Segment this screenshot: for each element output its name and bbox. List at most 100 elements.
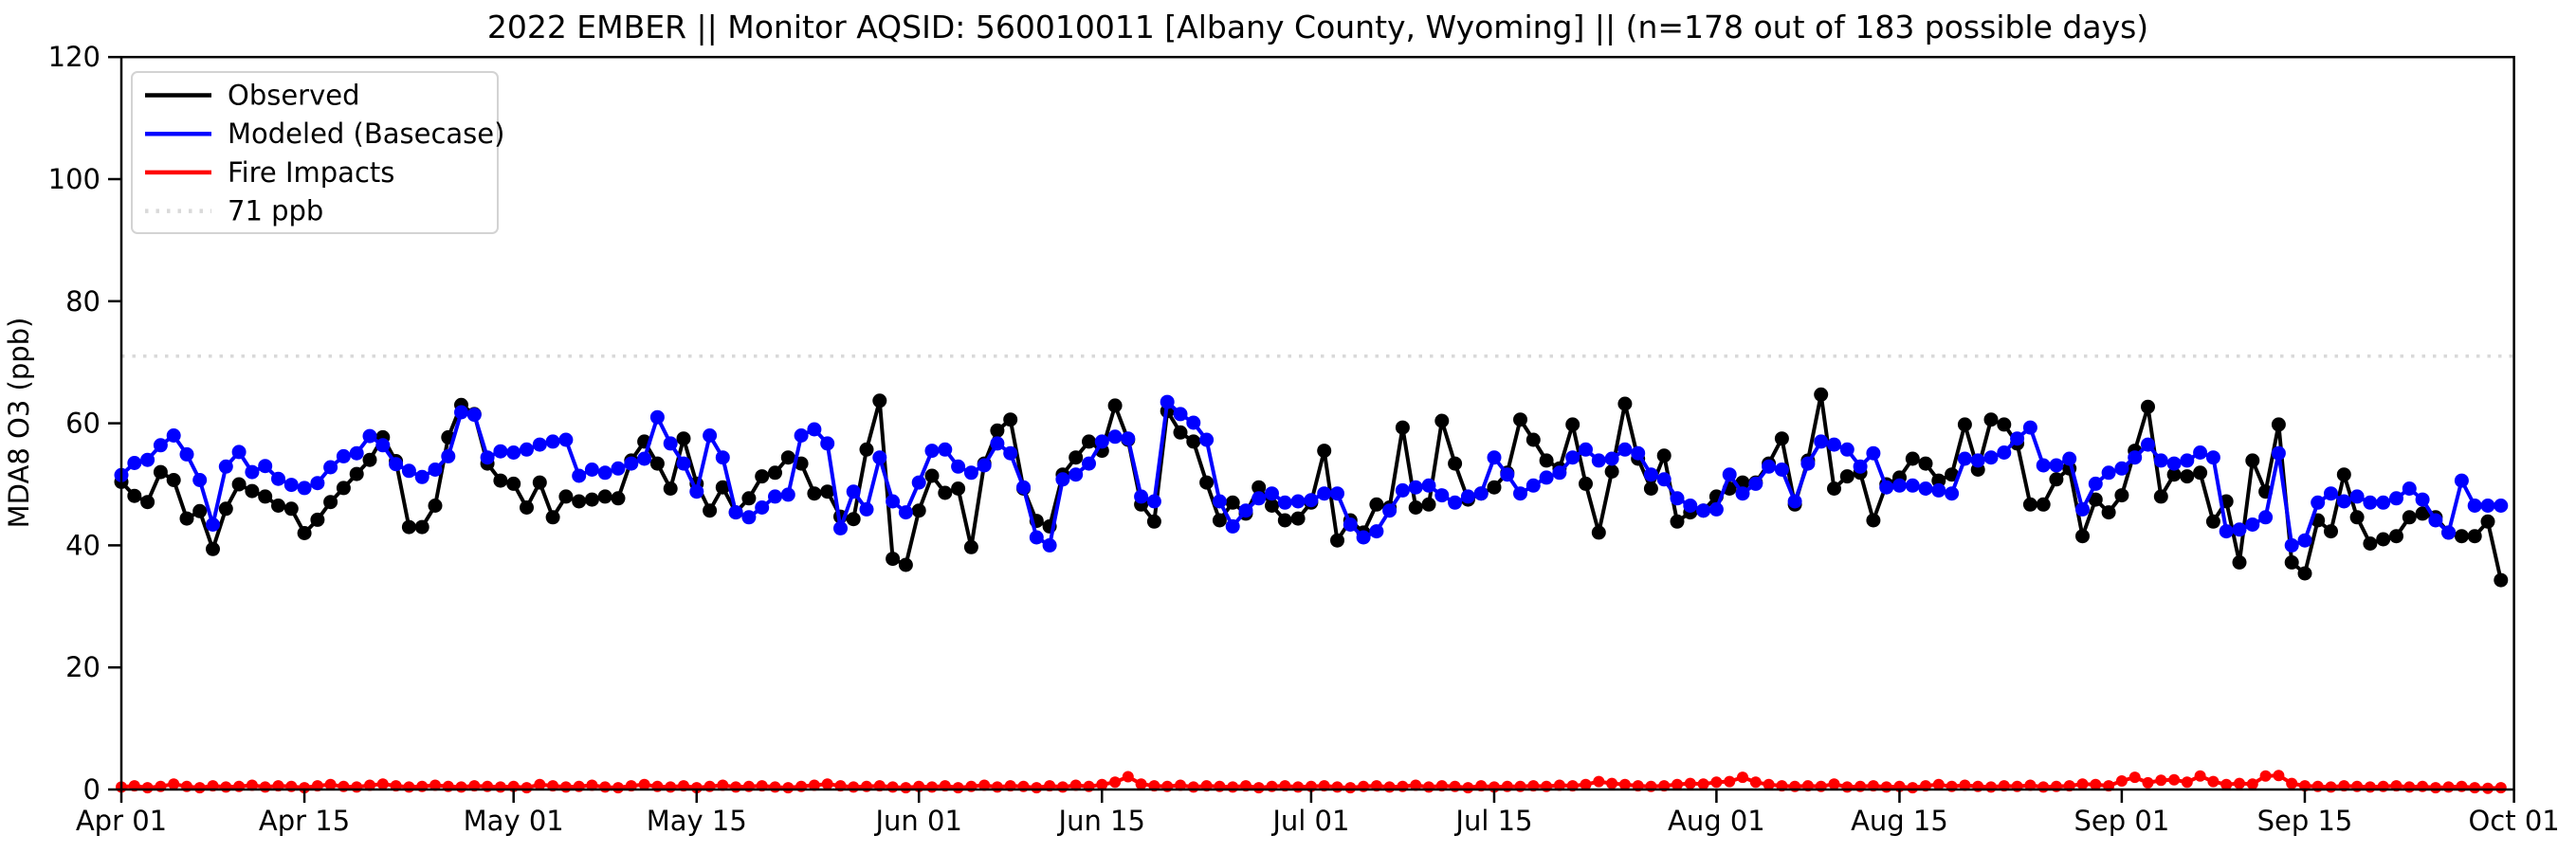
fire-impacts-marker xyxy=(1175,779,1186,791)
fire-impacts-marker xyxy=(559,781,572,793)
observed-marker xyxy=(2376,532,2391,547)
observed-marker xyxy=(349,466,364,481)
observed-marker xyxy=(2036,497,2051,512)
modeled-basecase-marker xyxy=(2232,522,2247,537)
fire-impacts-marker xyxy=(2155,774,2167,787)
modeled-basecase-marker xyxy=(741,510,757,525)
modeled-basecase-marker xyxy=(624,456,639,471)
modeled-basecase-marker xyxy=(2205,450,2220,465)
modeled-basecase-marker xyxy=(2284,537,2299,553)
modeled-basecase-marker xyxy=(663,436,678,451)
observed-marker xyxy=(2114,488,2129,503)
fire-impacts-marker xyxy=(808,779,820,791)
observed-marker xyxy=(428,499,443,513)
modeled-basecase-marker xyxy=(1277,495,1292,510)
modeled-basecase-marker xyxy=(1853,459,1868,474)
modeled-basecase-marker xyxy=(2415,492,2430,507)
modeled-basecase-marker xyxy=(1722,467,1737,482)
modeled-basecase-marker xyxy=(1879,480,1894,495)
modeled-basecase-marker xyxy=(1500,467,1515,482)
fire-impacts-marker xyxy=(2168,773,2181,786)
modeled-basecase-marker xyxy=(1565,450,1580,465)
x-tick-label: Jun 01 xyxy=(873,805,961,837)
observed-marker xyxy=(1957,417,1972,432)
observed-marker xyxy=(1317,444,1332,459)
fire-impacts-marker xyxy=(1841,781,1854,793)
legend-label: Fire Impacts xyxy=(228,156,394,189)
x-tick-label: Jun 15 xyxy=(1057,805,1145,837)
fire-impacts-marker xyxy=(1423,781,1434,793)
observed-marker xyxy=(1591,525,1606,540)
observed-marker xyxy=(2402,510,2417,525)
modeled-basecase-marker xyxy=(1265,486,1279,501)
fire-impacts-marker xyxy=(2037,781,2050,793)
observed-marker xyxy=(153,464,168,480)
modeled-basecase-marker xyxy=(506,445,521,460)
fire-impacts-marker xyxy=(2429,782,2441,794)
y-tick-label: 0 xyxy=(83,773,100,806)
observed-marker xyxy=(1617,396,1633,411)
observed-marker xyxy=(1395,420,1410,435)
fire-impacts-marker xyxy=(1907,782,1919,794)
observed-marker xyxy=(127,488,142,503)
fire-impacts-marker xyxy=(599,781,612,793)
fire-impacts-marker xyxy=(455,781,467,793)
modeled-basecase-marker xyxy=(2363,495,2378,510)
x-axis: Apr 01 Apr 15 May 01 May 15 Jun 01 Jun 15 Jul … xyxy=(76,789,2560,837)
observed-marker xyxy=(493,473,508,488)
y-tick-label: 80 xyxy=(65,285,100,318)
modeled-basecase-marker xyxy=(2311,495,2326,510)
x-tick-label: Sep 15 xyxy=(2257,805,2353,837)
observed-marker xyxy=(1670,514,1685,529)
modeled-basecase-marker xyxy=(977,458,992,473)
fire-impacts-marker xyxy=(1672,778,1683,790)
fire-impacts-marker xyxy=(2115,775,2128,787)
modeled-basecase-marker xyxy=(283,478,299,493)
observed-marker xyxy=(1330,533,1344,548)
fire-impacts-marker xyxy=(1292,781,1305,793)
observed-marker xyxy=(2415,506,2430,521)
observed-marker xyxy=(506,476,521,491)
modeled-basecase-marker xyxy=(2049,458,2064,473)
modeled-basecase-marker xyxy=(2128,450,2143,465)
modeled-basecase-marker xyxy=(1970,453,1985,468)
fire-impacts-marker xyxy=(259,781,271,793)
observed-marker xyxy=(1905,451,1920,466)
modeled-basecase-marker xyxy=(1369,524,1384,539)
observed-marker xyxy=(1579,476,1593,491)
y-axis: 0 20 40 60 80 100 120 xyxy=(48,41,121,806)
observed-marker xyxy=(545,510,560,525)
fire-impacts-marker xyxy=(1056,781,1069,793)
fire-impacts-marker xyxy=(2273,770,2285,782)
y-tick-label: 120 xyxy=(48,41,100,73)
fire-impacts-marker xyxy=(665,781,677,793)
modeled-basecase-marker xyxy=(649,409,665,425)
fire-impacts-marker xyxy=(1553,779,1565,791)
modeled-basecase-marker xyxy=(2088,476,2103,491)
fire-impacts-marker xyxy=(886,781,899,793)
x-tick-label: May 01 xyxy=(464,805,564,837)
modeled-basecase-marker xyxy=(2324,486,2338,501)
modeled-basecase-marker xyxy=(2376,495,2391,510)
modeled-basecase-marker xyxy=(2428,513,2443,528)
x-tick-label: Apr 01 xyxy=(76,805,167,837)
observed-marker xyxy=(1945,467,1960,482)
fire-impacts-marker xyxy=(2494,782,2507,794)
modeled-basecase-marker xyxy=(1146,494,1161,509)
fire-impacts-marker xyxy=(1135,778,1147,790)
fire-impacts-marker xyxy=(1880,781,1892,793)
observed-marker xyxy=(1186,434,1201,449)
observed-marker xyxy=(2049,472,2064,487)
observed-marker xyxy=(297,526,312,540)
modeled-basecase-marker xyxy=(1343,517,1358,532)
observed-marker xyxy=(2454,529,2469,544)
fire-impacts-marker xyxy=(220,781,232,793)
observed-marker xyxy=(1212,513,1227,528)
fire-impacts-marker xyxy=(1031,782,1043,794)
observed-marker xyxy=(283,501,299,517)
modeled-basecase-marker xyxy=(2467,499,2482,513)
fire-impacts-marker xyxy=(2364,781,2376,793)
fire-impacts-marker xyxy=(952,782,964,794)
modeled-basecase-marker xyxy=(2141,437,2155,452)
